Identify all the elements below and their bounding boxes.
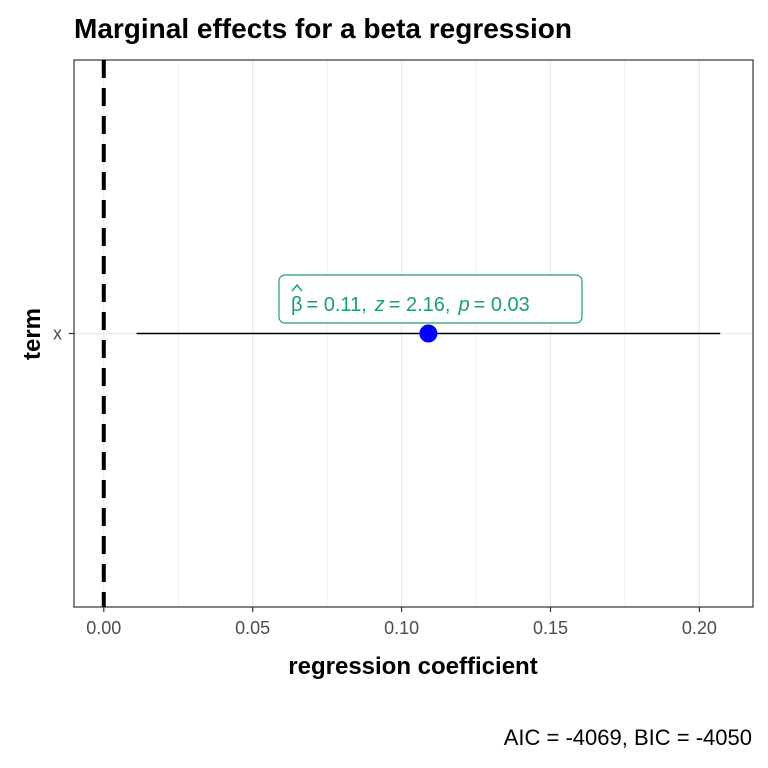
annotation-p-value: = 0.03 — [474, 294, 530, 316]
y-axis-title: term — [19, 308, 46, 360]
annotation-beta-value: = 0.11, — [307, 294, 367, 316]
estimate-point — [419, 324, 438, 343]
y-axis-ticks: x — [53, 324, 74, 344]
x-axis-ticks: 0.00 0.05 0.10 0.15 0.20 — [86, 607, 717, 638]
annotation-z-symbol: z — [374, 294, 385, 316]
chart-title: Marginal effects for a beta regression — [74, 13, 572, 44]
y-tick-label: x — [53, 324, 62, 344]
annotation-z-value: = 2.16, — [389, 294, 451, 316]
annotation-p-symbol: p — [457, 294, 469, 316]
x-tick-label: 0.15 — [533, 618, 568, 638]
beta-hat-icon — [291, 283, 303, 292]
x-tick-label: 0.20 — [682, 618, 717, 638]
x-tick-label: 0.00 — [86, 618, 121, 638]
x-axis-title: regression coefficient — [288, 653, 537, 680]
x-tick-label: 0.05 — [235, 618, 270, 638]
annotation-label: β = 0.11, z = 2.16, p = 0.03 — [278, 274, 583, 324]
x-tick-label: 0.10 — [384, 618, 419, 638]
annotation-box — [278, 274, 583, 324]
annotation-beta-symbol: β — [291, 294, 303, 316]
point-group — [419, 324, 438, 343]
annotation-text: β = 0.11, z = 2.16, p = 0.03 — [291, 294, 530, 316]
caption: AIC = -4069, BIC = -4050 — [504, 725, 752, 750]
